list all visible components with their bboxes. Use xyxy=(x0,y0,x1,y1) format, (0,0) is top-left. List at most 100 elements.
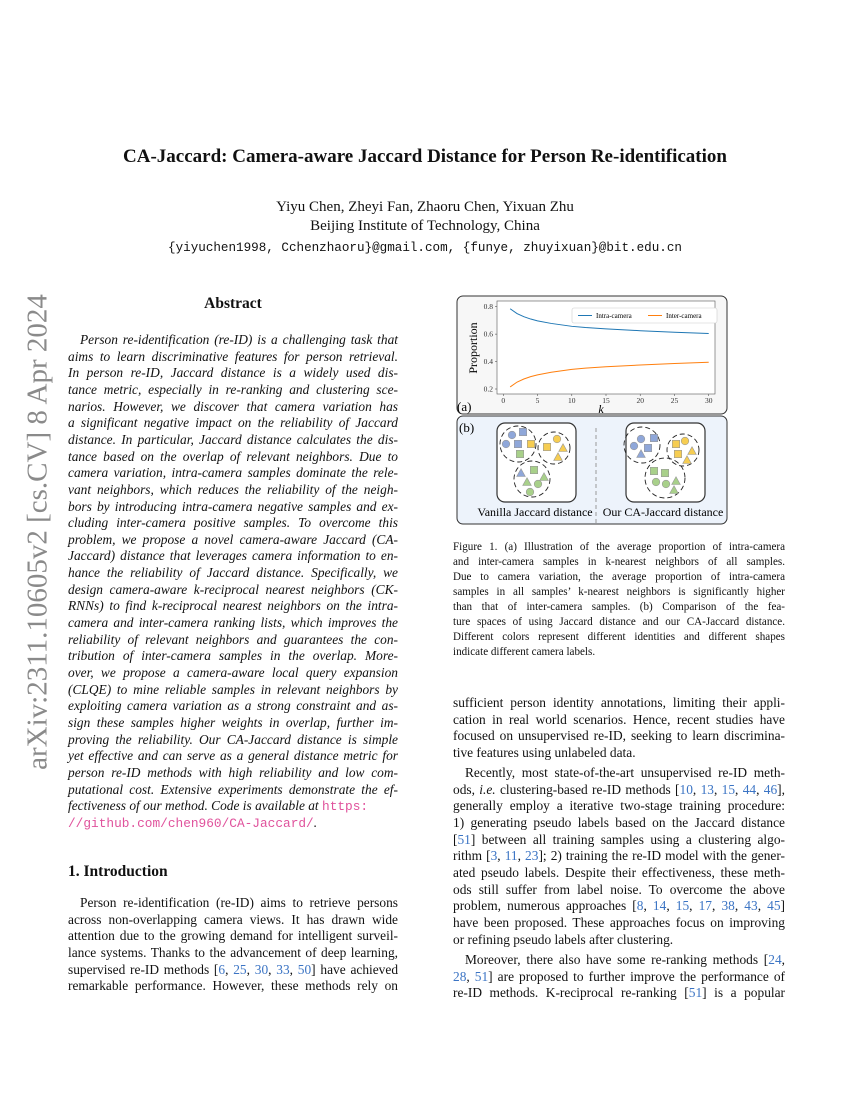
x-tick-label: 25 xyxy=(671,396,679,405)
abstract-line: problem, we propose a novel camera-aware… xyxy=(68,531,398,547)
body-line: ated pseudo labels. Despite their effect… xyxy=(453,864,785,880)
body-line: or refining pseudo labels after clusteri… xyxy=(453,931,674,947)
abstract-line: Person re-identification (re-ID) is a ch… xyxy=(80,332,398,347)
abstract-line: over, we propose a camera-aware local qu… xyxy=(68,665,398,680)
citation-link[interactable]: 33 xyxy=(276,961,290,977)
abstract-line-url: fectiveness of our method. Code is avail… xyxy=(68,798,398,815)
citation-link[interactable]: 43 xyxy=(744,898,758,914)
x-tick-label: 10 xyxy=(568,396,576,405)
body-line: sufficient person identity annotations, … xyxy=(453,695,785,710)
citation-link[interactable]: 51 xyxy=(688,985,703,1001)
citation-link[interactable]: 6 xyxy=(218,961,226,977)
citation-link[interactable]: 46 xyxy=(763,781,778,797)
citation-link[interactable]: 17 xyxy=(698,898,712,914)
yellow-triangle xyxy=(553,452,563,461)
body-line: 28, 51] are proposed to further improve … xyxy=(453,968,785,984)
y-tick-label: 0.6 xyxy=(484,330,494,339)
citation-link[interactable]: 50 xyxy=(297,961,312,977)
green-square xyxy=(530,466,539,475)
body-line: Recently, most state-of-the-art unsuperv… xyxy=(465,765,785,780)
cluster-boundary xyxy=(644,457,686,499)
abstract-line: cluding inter-camera positive samples. T… xyxy=(68,515,398,531)
y-tick-label: 0.4 xyxy=(484,357,494,366)
body-line: focused on unsupervised re-ID, seeking t… xyxy=(453,728,785,744)
caption-line: Figure 1. (a) Illustration of the averag… xyxy=(453,541,785,553)
body-line: ods still suffer from label noise. To ov… xyxy=(453,881,785,897)
code-link[interactable]: https: xyxy=(322,799,369,814)
abstract-line: Jaccard) distance that leverages camera … xyxy=(68,548,398,564)
series-line-inter-camera xyxy=(509,361,709,388)
cluster-boundary xyxy=(537,431,571,465)
citation-link[interactable]: 3 xyxy=(490,848,498,864)
body-line: generally employ a iterative two-stage t… xyxy=(453,798,785,814)
legend-entry: Inter-camera xyxy=(666,312,703,320)
abstract-line: bors by introducing intra-camera negativ… xyxy=(68,498,398,514)
abstract-line: sign these samples higher weights in ove… xyxy=(68,714,398,730)
citation-link[interactable]: 10 xyxy=(679,781,693,797)
blue-circle xyxy=(501,439,511,449)
citation-link[interactable]: 38 xyxy=(721,898,735,914)
citation-link[interactable]: 30 xyxy=(254,961,269,977)
section-heading-introduction: 1. Introduction xyxy=(68,863,168,880)
abstract-line: distance. In particular, Jaccard distanc… xyxy=(68,431,398,447)
body-line: [51] between all training samples using … xyxy=(453,831,785,847)
yellow-circle xyxy=(552,434,562,444)
y-axis-label: Proportion xyxy=(466,322,480,373)
citation-link[interactable]: 15 xyxy=(675,898,690,914)
abstract-line: In person re-ID, Jaccard distance is a w… xyxy=(68,365,398,381)
emails: {yiyuchen1998, Cchenzhaoru}@gmail.com, {… xyxy=(168,241,682,255)
caption-line: than that of inter-camera samples. (b) C… xyxy=(453,601,785,613)
abstract-line: putational cost. Extensive experiments d… xyxy=(68,781,398,797)
blue-square xyxy=(650,434,659,443)
citation-link[interactable]: 25 xyxy=(233,961,247,977)
panel-a-label: (a) xyxy=(457,399,471,414)
vanilla-label: Vanilla Jaccard distance xyxy=(477,505,592,519)
x-axis-label: k xyxy=(598,402,604,416)
citation-link[interactable]: 23 xyxy=(525,848,539,864)
abstract-line: tribution of inter-camera samples in the… xyxy=(68,648,398,664)
caption-line: Different colors represent different ide… xyxy=(453,631,785,643)
abstract-heading: Abstract xyxy=(204,295,262,312)
legend-entry: Intra-camera xyxy=(596,312,633,320)
abstract-line: tance based on the overlap of relevant n… xyxy=(68,448,398,464)
abstract-line: camera variation, intra-camera samples d… xyxy=(68,465,398,481)
citation-link[interactable]: 14 xyxy=(652,898,667,914)
citation-link[interactable]: 51 xyxy=(457,831,471,847)
citation-link[interactable]: 44 xyxy=(742,781,757,797)
period: . xyxy=(313,815,318,830)
body-line: Moreover, there also have some re-rankin… xyxy=(465,952,785,967)
citation-link[interactable]: 13 xyxy=(700,781,714,797)
intro-line: attention due to the growing demand for … xyxy=(68,928,398,944)
x-tick-label: 30 xyxy=(705,396,713,405)
citation-link[interactable]: 28 xyxy=(453,968,467,984)
panel-b-label: (b) xyxy=(459,420,474,435)
code-link-continued[interactable]: //github.com/chen960/CA-Jaccard/ xyxy=(68,816,314,831)
cluster-boundary xyxy=(499,425,537,463)
arxiv-stamp: arXiv:2311.10605v2 [cs.CV] 8 Apr 2024 xyxy=(21,294,54,770)
green-circle xyxy=(661,479,671,489)
green-circle xyxy=(533,479,543,489)
cluster-boundary xyxy=(666,433,700,467)
abstract-line: a significant negative impact on the rel… xyxy=(68,415,398,431)
yellow-square xyxy=(674,450,683,459)
intro-line: supervised re-ID methods [6, 25, 30, 33,… xyxy=(68,961,399,977)
citation-link[interactable]: 15 xyxy=(721,781,736,797)
abstract-line: aims to learn discriminative features fo… xyxy=(68,348,398,364)
citation-link[interactable]: 45 xyxy=(767,898,781,914)
body-line: problem, numerous approaches [8, 14, 15,… xyxy=(453,898,785,914)
citation-link[interactable]: 51 xyxy=(474,968,489,984)
citation-link[interactable]: 24 xyxy=(768,952,782,967)
citation-link[interactable]: 8 xyxy=(636,898,644,914)
abstract-line: exploiting camera variation as a strong … xyxy=(68,698,398,714)
yellow-square xyxy=(672,440,681,449)
citation-link[interactable]: 11 xyxy=(504,848,518,864)
figure-1: 0 5 10 15 20 25 30 0.2 0.4 0.6 0.8 Proportion k Intra… xyxy=(456,295,728,525)
body-line: tive features using unlabeled data. xyxy=(453,744,636,760)
blue-circle xyxy=(629,441,639,451)
x-tick-label: 5 xyxy=(536,396,540,405)
paper-title: CA-Jaccard: Camera-aware Jaccard Distanc… xyxy=(123,146,727,167)
intro-line: remarkable performance. However, these m… xyxy=(68,978,398,994)
x-tick-label: 0 xyxy=(501,396,505,405)
blue-triangle xyxy=(636,449,646,458)
caption-line: ture spaces of using Jaccard distance an… xyxy=(453,616,785,628)
